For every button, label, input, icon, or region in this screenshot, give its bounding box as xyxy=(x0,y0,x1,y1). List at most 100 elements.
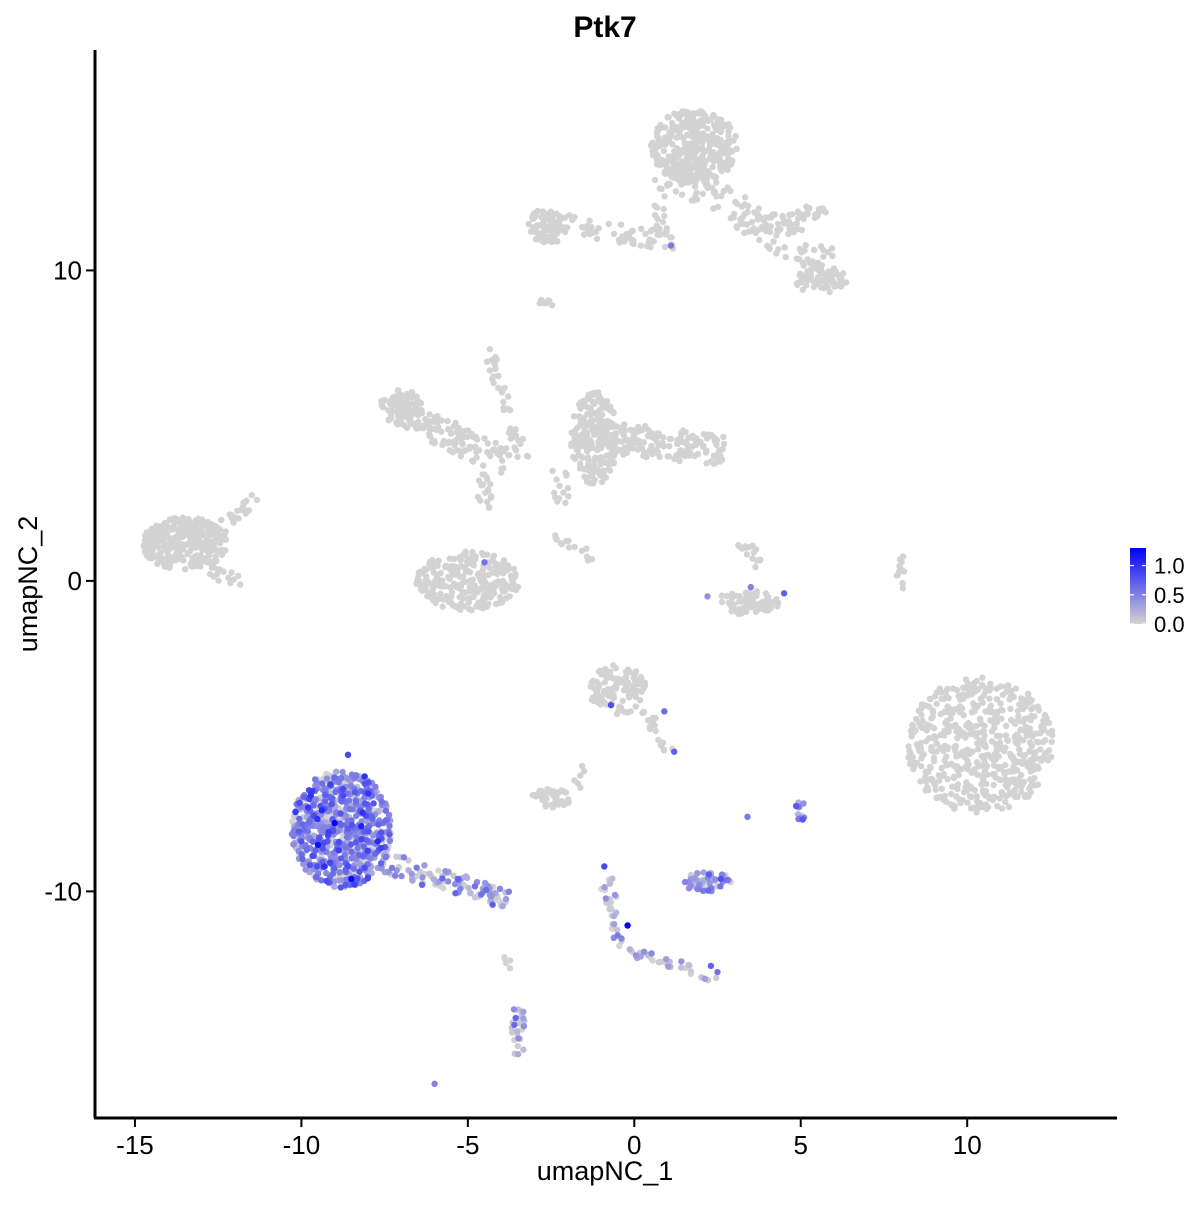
expressing-cell-point xyxy=(452,890,459,897)
expressing-cell-point xyxy=(431,1080,438,1088)
cell-point xyxy=(494,450,502,457)
expressing-cell-point xyxy=(331,819,338,827)
cell-point xyxy=(786,225,793,233)
cell-point xyxy=(435,595,442,603)
cell-point xyxy=(720,433,727,440)
cell-point xyxy=(987,717,994,724)
cell-point xyxy=(913,741,921,748)
expressing-cell-point xyxy=(661,708,668,715)
cell-point xyxy=(997,745,1004,752)
cell-point xyxy=(687,449,694,457)
cell-point xyxy=(804,277,811,284)
cell-point xyxy=(691,183,699,190)
cell-point xyxy=(440,596,447,603)
cell-point xyxy=(498,469,505,476)
cell-point xyxy=(725,121,732,128)
cell-point xyxy=(431,413,439,421)
cell-point xyxy=(1016,758,1023,765)
cell-point xyxy=(545,233,552,241)
expressing-cell-point xyxy=(516,1020,523,1027)
cell-point xyxy=(714,120,721,127)
cell-point xyxy=(944,685,951,693)
cell-point xyxy=(646,725,654,733)
cell-point xyxy=(1035,707,1043,714)
cell-point xyxy=(709,184,716,192)
expressing-cell-point xyxy=(313,863,321,870)
cell-point xyxy=(997,776,1004,784)
cell-point xyxy=(632,703,639,710)
cell-point xyxy=(811,246,818,254)
x-tick-label: -10 xyxy=(283,1130,321,1160)
cell-point xyxy=(709,163,716,171)
cell-point xyxy=(782,253,789,261)
expressing-cell-point xyxy=(312,874,320,881)
cell-point xyxy=(828,245,836,252)
cell-point xyxy=(715,453,723,460)
cell-point xyxy=(941,732,948,739)
cell-point xyxy=(990,757,997,764)
expressing-cell-point xyxy=(323,775,331,782)
cell-point xyxy=(595,224,602,232)
cell-point xyxy=(838,275,845,282)
cell-point xyxy=(511,444,518,451)
cell-point xyxy=(658,185,665,193)
cell-point xyxy=(795,215,802,222)
cell-point xyxy=(517,440,524,448)
cell-point xyxy=(964,799,971,806)
cell-point xyxy=(204,525,211,532)
cell-point xyxy=(757,556,764,563)
cell-point xyxy=(458,562,465,569)
cell-point xyxy=(468,430,475,438)
expressing-cell-point xyxy=(419,874,426,881)
cell-point xyxy=(586,230,593,238)
cell-point xyxy=(449,439,456,446)
cell-point xyxy=(486,345,494,353)
cell-point xyxy=(1029,704,1037,711)
expressing-cell-point xyxy=(331,865,338,872)
cell-point xyxy=(655,160,663,168)
cell-point xyxy=(467,578,475,585)
cell-point xyxy=(479,471,486,478)
cell-point xyxy=(457,600,465,608)
cell-point xyxy=(206,552,213,559)
cell-point xyxy=(486,367,493,374)
cell-point xyxy=(737,610,745,617)
cell-point xyxy=(804,256,811,263)
cell-point xyxy=(153,527,160,534)
expressing-cell-point xyxy=(391,872,399,879)
cell-point xyxy=(594,415,601,423)
expressing-cell-point xyxy=(667,242,675,249)
cell-point xyxy=(591,455,599,462)
cell-point xyxy=(1028,697,1035,704)
expressing-cell-point xyxy=(360,853,367,860)
cell-point xyxy=(815,267,823,274)
cell-point xyxy=(745,202,752,210)
expressing-cell-point xyxy=(520,1015,527,1022)
cell-point xyxy=(605,220,612,228)
cell-point xyxy=(840,270,847,277)
cell-point xyxy=(720,142,728,150)
cell-point xyxy=(953,753,960,760)
cell-point xyxy=(718,598,726,606)
cell-point xyxy=(545,223,552,230)
cell-point xyxy=(998,805,1006,812)
cell-point xyxy=(426,430,433,437)
cell-point xyxy=(676,152,683,159)
cell-point xyxy=(408,392,416,399)
cell-point xyxy=(938,764,945,772)
cell-point xyxy=(683,169,690,176)
expressing-cell-point xyxy=(606,900,613,907)
cell-point xyxy=(572,455,579,462)
cell-point xyxy=(734,200,741,207)
cell-point xyxy=(610,691,617,698)
cell-point xyxy=(989,771,997,778)
expressing-cell-point xyxy=(370,800,377,807)
cell-point xyxy=(973,797,980,805)
cell-point xyxy=(654,215,661,223)
cell-point xyxy=(1017,779,1024,787)
cell-point xyxy=(494,570,501,578)
cell-point xyxy=(566,212,573,219)
expressing-cell-point xyxy=(601,884,608,891)
cell-point xyxy=(574,779,581,787)
expressing-cell-point xyxy=(327,781,334,788)
